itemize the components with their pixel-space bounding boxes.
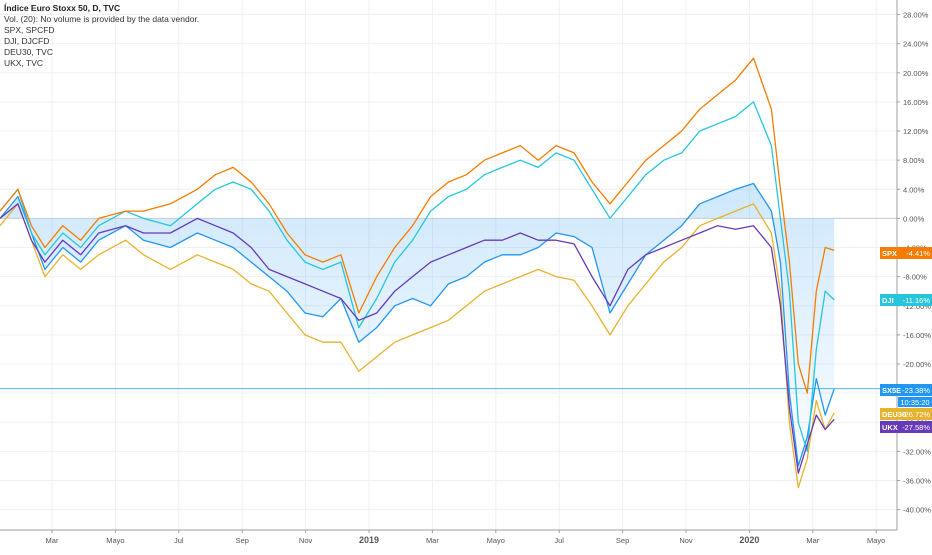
legend-deu30: DEU30, TVC — [4, 47, 53, 57]
y-tick-label: -12.00% — [903, 302, 931, 311]
x-tick-label: Mar — [806, 536, 819, 545]
countdown-text: 10:35:20 — [900, 398, 929, 407]
last-value-badge — [880, 247, 932, 259]
x-tick-label: Mayo — [106, 536, 124, 545]
legend-title: Índice Euro Stoxx 50, D, TVC — [4, 3, 121, 13]
last-value-name: SPX — [882, 249, 897, 258]
y-tick-label: 12.00% — [903, 127, 929, 136]
x-tick-label: Jul — [554, 536, 564, 545]
last-value-name: UKX — [882, 423, 898, 432]
y-tick-label: -40.00% — [903, 506, 931, 515]
last-value-label-deu30: DEU30-26.72% — [880, 408, 932, 420]
y-tick-label: -32.00% — [903, 447, 931, 456]
x-tick-label: Mayo — [487, 536, 505, 545]
x-tick-label: Nov — [679, 536, 693, 545]
x-tick-label: Mar — [426, 536, 439, 545]
legend-dji: DJI, DJCFD — [4, 36, 50, 46]
last-value-badge — [880, 421, 932, 433]
series-line-dji — [0, 101, 835, 453]
y-tick-label: 8.00% — [903, 156, 925, 165]
series-line-spx — [0, 57, 835, 394]
legend-spx: SPX, SPCFD — [4, 25, 55, 35]
last-value-label-ukx: UKX -27.58% — [880, 421, 932, 433]
last-value-text: -23.38% — [902, 386, 930, 395]
last-value-text: -4.41% — [906, 249, 930, 258]
last-value-label-spx: SPX -4.41% — [880, 247, 932, 259]
last-value-text: -26.72% — [902, 410, 930, 419]
y-tick-label: 24.00% — [903, 40, 929, 49]
x-tick-label: Sep — [616, 536, 629, 545]
series-line-deu30 — [0, 203, 835, 489]
x-tick-label: Mayo — [867, 536, 885, 545]
y-tick-label: -16.00% — [903, 331, 931, 340]
last-value-text: -27.58% — [902, 423, 930, 432]
x-tick-label: Mar — [46, 536, 59, 545]
y-tick-label: 16.00% — [903, 98, 929, 107]
last-value-name: DEU30 — [882, 410, 906, 419]
last-value-text: -11.16% — [903, 296, 931, 305]
x-tick-label: 2020 — [739, 535, 759, 545]
y-tick-label: 28.00% — [903, 11, 929, 20]
last-value-label-dji: DJI -11.16% — [880, 294, 932, 306]
last-value-badge — [880, 384, 932, 396]
y-tick-label: 0.00% — [903, 214, 925, 223]
chart-legend: Índice Euro Stoxx 50, D, TVC Vol. (20): … — [4, 3, 199, 69]
countdown-badge: 10:35:20 — [898, 397, 932, 407]
y-tick-label: 4.00% — [903, 185, 925, 194]
series-area-sx5e — [0, 183, 835, 466]
legend-ukx: UKX, TVC — [4, 58, 44, 68]
y-tick-label: 20.00% — [903, 69, 929, 78]
last-value-badge — [880, 408, 932, 420]
x-tick-label: Nov — [299, 536, 313, 545]
last-value-name: SX5E — [882, 386, 901, 395]
x-tick-label: Sep — [236, 536, 249, 545]
countdown-box — [898, 397, 932, 407]
series-line-sx5e — [0, 182, 835, 467]
y-tick-label: -36.00% — [903, 476, 931, 485]
x-tick-label: 2019 — [359, 535, 379, 545]
legend-volume: Vol. (20): No volume is provided by the … — [4, 14, 200, 24]
last-value-name: DJI — [882, 296, 894, 305]
y-tick-label: -20.00% — [903, 360, 931, 369]
last-value-label-sx5e: SX5E -23.38% — [880, 384, 932, 396]
last-value-badge — [880, 294, 932, 306]
series-line-ukx — [0, 203, 835, 474]
x-tick-label: Jul — [174, 536, 184, 545]
y-tick-label: -8.00% — [903, 273, 927, 282]
